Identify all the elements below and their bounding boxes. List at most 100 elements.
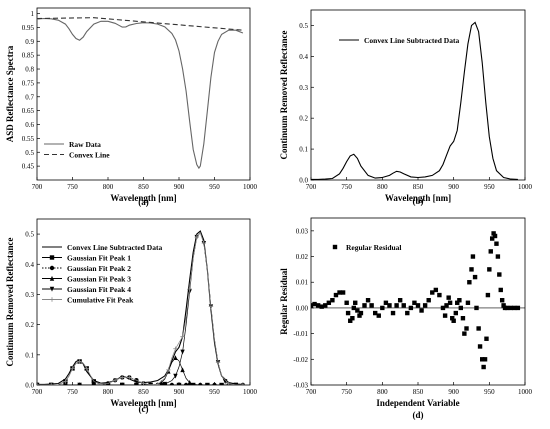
x-tick-label: 850: [413, 183, 424, 191]
y-tick-label: -0.02: [293, 356, 308, 364]
x-tick-label: 850: [138, 388, 149, 396]
y-tick-label: 0.0: [299, 177, 308, 185]
x-axis-label: Independent Variable: [376, 398, 459, 408]
x-tick-label: 800: [377, 183, 388, 191]
y-tick-label: 0.8: [25, 66, 34, 74]
data-point: [487, 267, 492, 272]
data-point: [169, 382, 175, 385]
data-point: [222, 379, 228, 384]
y-tick-label: 0.2: [299, 115, 308, 123]
y-tick-label: 0.3: [299, 84, 308, 92]
data-point: [437, 292, 442, 298]
x-tick-label: 750: [341, 183, 352, 191]
legend-label: Raw Data: [69, 140, 101, 149]
x-tick-label: 700: [306, 388, 317, 396]
data-point: [458, 305, 463, 311]
data-point: [481, 364, 486, 370]
y-tick-label: 0.03: [296, 227, 309, 235]
legend-marker: [49, 286, 55, 292]
legend-marker: [49, 265, 55, 271]
data-point: [173, 373, 178, 379]
data-point: [70, 366, 75, 371]
data-point: [419, 308, 424, 313]
data-point: [440, 305, 446, 311]
data-point: [480, 357, 485, 362]
data-point: [330, 298, 335, 303]
data-point: [337, 290, 342, 295]
data-point: [469, 267, 474, 272]
data-point: [112, 377, 118, 383]
data-point: [462, 331, 467, 336]
x-tick-label: 700: [32, 183, 43, 191]
x-tick-label: 750: [67, 183, 78, 191]
data-point: [380, 305, 385, 311]
y-tick-label: 0.1: [299, 146, 308, 154]
legend-label: Gaussian Fit Peak 2: [67, 264, 131, 273]
data-point: [213, 382, 216, 385]
series-layer: [37, 17, 244, 170]
data-point: [319, 304, 324, 309]
data-point: [208, 304, 214, 309]
data-point: [491, 231, 496, 236]
data-point: [405, 310, 410, 316]
data-point: [159, 379, 164, 385]
series-line-5: [37, 231, 243, 385]
y-tick-label: 0.45: [22, 163, 35, 171]
legend-label: Convex Line Subtracted Data: [364, 36, 459, 45]
y-tick-label: 0.1: [25, 351, 34, 359]
data-point: [77, 359, 82, 364]
data-point: [312, 301, 317, 307]
data-point: [344, 300, 349, 305]
data-point: [219, 382, 224, 385]
data-point: [63, 379, 68, 384]
data-point: [63, 382, 68, 385]
data-point: [49, 382, 54, 385]
data-point: [460, 316, 466, 321]
data-point: [455, 300, 460, 305]
y-tick-label: 1: [31, 10, 35, 18]
data-point: [464, 326, 469, 331]
data-point: [333, 292, 339, 298]
legend-marker: [49, 255, 55, 260]
x-tick-label: 750: [67, 388, 78, 396]
series-layer: [311, 21, 518, 180]
data-point: [494, 241, 499, 246]
legend-label: Gaussian Fit Peak 3: [67, 274, 131, 283]
data-point: [412, 300, 417, 305]
data-point: [472, 274, 478, 280]
data-point: [353, 300, 358, 305]
data-point: [155, 382, 160, 385]
data-point: [476, 326, 481, 331]
x-axis-label: Wavelength [nm]: [385, 193, 451, 203]
series-line-3: [37, 357, 243, 385]
y-tick-label: 0.85: [22, 52, 35, 60]
panel-caption: (d): [413, 410, 424, 420]
data-point: [226, 381, 231, 385]
data-point: [433, 287, 439, 293]
data-point: [495, 254, 501, 259]
legend-label: Gaussian Fit Peak 4: [67, 285, 131, 294]
x-tick-label: 700: [306, 183, 317, 191]
data-point: [141, 381, 146, 385]
data-point: [173, 355, 178, 361]
data-point: [426, 298, 431, 303]
data-point: [508, 305, 513, 311]
data-point: [311, 303, 314, 308]
data-point: [383, 300, 389, 305]
data-point: [176, 382, 182, 385]
series-line-2: [37, 376, 243, 385]
x-tick-label: 900: [448, 183, 459, 191]
x-tick-label: 900: [174, 183, 185, 191]
data-point: [351, 305, 356, 311]
data-point: [492, 233, 498, 239]
data-point: [191, 382, 196, 385]
data-point: [348, 318, 353, 323]
y-tick-label: 0.6: [25, 121, 34, 129]
data-point: [194, 234, 199, 240]
data-point: [390, 310, 396, 316]
data-point: [205, 382, 210, 385]
legend-marker: [49, 275, 55, 281]
